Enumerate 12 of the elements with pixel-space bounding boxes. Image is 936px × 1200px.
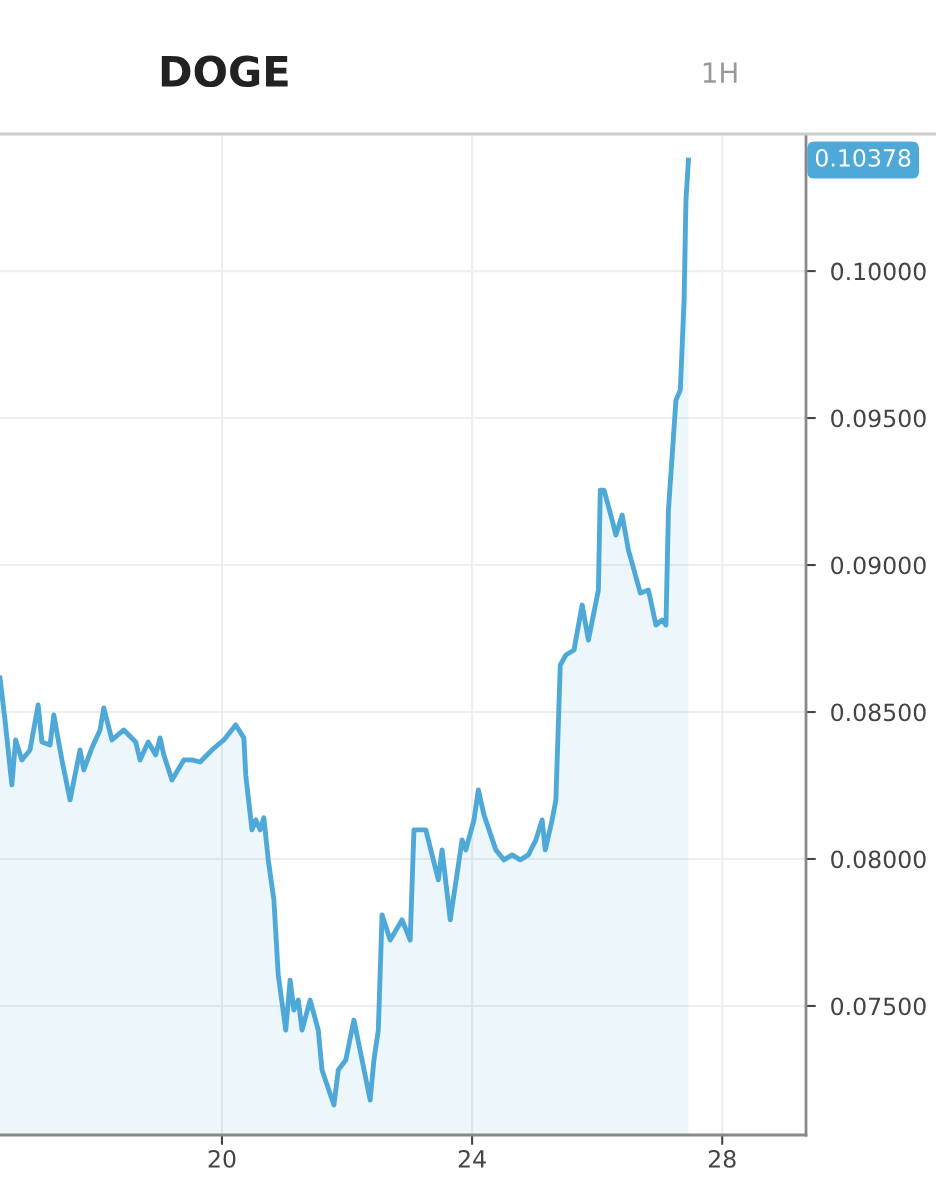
y-tick-label: 0.08000 — [831, 850, 926, 869]
y-tick-label: 0.09000 — [831, 556, 926, 575]
x-tick-label: 28 — [708, 1150, 736, 1168]
chart-title: DOGE — [161, 55, 288, 88]
x-tick-label: 24 — [458, 1150, 486, 1168]
y-tick-label: 0.10000 — [831, 262, 926, 281]
x-tick-label: 20 — [208, 1150, 236, 1168]
y-tick-label: 0.08500 — [831, 703, 926, 722]
text: 1H — [703, 62, 737, 83]
text: 0.10378 — [815, 148, 911, 167]
y-tick-label: 0.07500 — [831, 997, 926, 1016]
y-tick-label: 0.09500 — [831, 409, 926, 428]
